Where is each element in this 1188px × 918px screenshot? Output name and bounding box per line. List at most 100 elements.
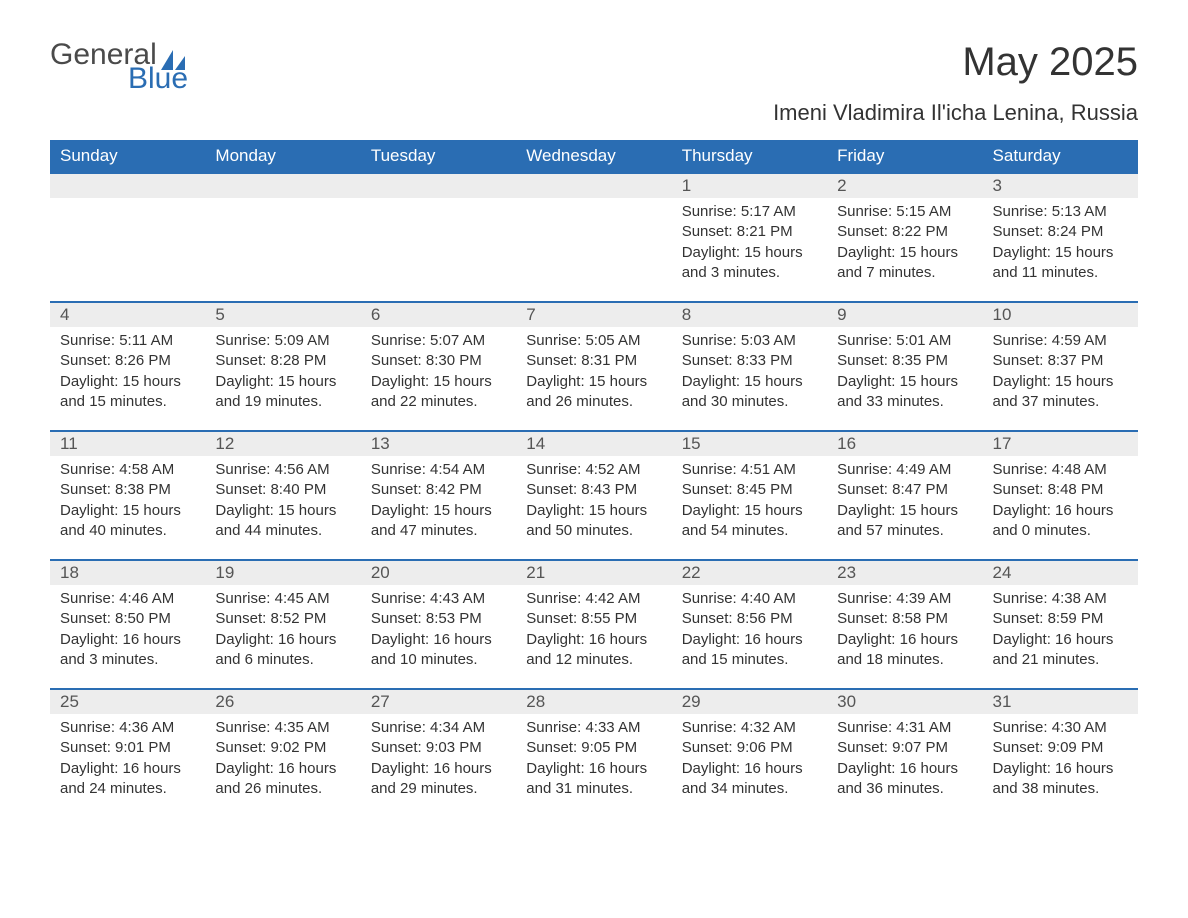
day-number: 24	[983, 561, 1138, 585]
day-details: Sunrise: 4:54 AMSunset: 8:42 PMDaylight:…	[361, 456, 516, 559]
day-details: Sunrise: 5:09 AMSunset: 8:28 PMDaylight:…	[205, 327, 360, 430]
col-saturday: Saturday	[983, 140, 1138, 173]
day-number: 30	[827, 690, 982, 714]
daylight-text: Daylight: 16 hours and 29 minutes.	[371, 759, 506, 800]
sunset-text: Sunset: 9:01 PM	[60, 738, 195, 758]
logo: General Blue	[50, 40, 188, 94]
day-details: Sunrise: 4:36 AMSunset: 9:01 PMDaylight:…	[50, 714, 205, 817]
day-number: 19	[205, 561, 360, 585]
calendar-day: 21Sunrise: 4:42 AMSunset: 8:55 PMDayligh…	[516, 560, 671, 689]
calendar-day: 18Sunrise: 4:46 AMSunset: 8:50 PMDayligh…	[50, 560, 205, 689]
sunset-text: Sunset: 9:06 PM	[682, 738, 817, 758]
sunrise-text: Sunrise: 4:32 AM	[682, 718, 817, 738]
calendar-day: 11Sunrise: 4:58 AMSunset: 8:38 PMDayligh…	[50, 431, 205, 560]
daylight-text: Daylight: 16 hours and 0 minutes.	[993, 501, 1128, 542]
sunrise-text: Sunrise: 5:01 AM	[837, 331, 972, 351]
calendar-day: 14Sunrise: 4:52 AMSunset: 8:43 PMDayligh…	[516, 431, 671, 560]
calendar-day: 9Sunrise: 5:01 AMSunset: 8:35 PMDaylight…	[827, 302, 982, 431]
sunrise-text: Sunrise: 4:58 AM	[60, 460, 195, 480]
day-details: Sunrise: 5:13 AMSunset: 8:24 PMDaylight:…	[983, 198, 1138, 301]
day-number: 2	[827, 174, 982, 198]
sunset-text: Sunset: 8:45 PM	[682, 480, 817, 500]
sunrise-text: Sunrise: 4:33 AM	[526, 718, 661, 738]
sunset-text: Sunset: 8:26 PM	[60, 351, 195, 371]
calendar-day: 12Sunrise: 4:56 AMSunset: 8:40 PMDayligh…	[205, 431, 360, 560]
daylight-text: Daylight: 16 hours and 36 minutes.	[837, 759, 972, 800]
day-details: Sunrise: 4:48 AMSunset: 8:48 PMDaylight:…	[983, 456, 1138, 559]
sunrise-text: Sunrise: 4:42 AM	[526, 589, 661, 609]
day-details: Sunrise: 5:07 AMSunset: 8:30 PMDaylight:…	[361, 327, 516, 430]
daylight-text: Daylight: 16 hours and 18 minutes.	[837, 630, 972, 671]
daylight-text: Daylight: 16 hours and 24 minutes.	[60, 759, 195, 800]
sunrise-text: Sunrise: 4:34 AM	[371, 718, 506, 738]
daylight-text: Daylight: 15 hours and 40 minutes.	[60, 501, 195, 542]
day-details: Sunrise: 4:32 AMSunset: 9:06 PMDaylight:…	[672, 714, 827, 817]
day-details: Sunrise: 5:05 AMSunset: 8:31 PMDaylight:…	[516, 327, 671, 430]
sunrise-text: Sunrise: 5:11 AM	[60, 331, 195, 351]
calendar-day: 31Sunrise: 4:30 AMSunset: 9:09 PMDayligh…	[983, 689, 1138, 817]
calendar-day: 4Sunrise: 5:11 AMSunset: 8:26 PMDaylight…	[50, 302, 205, 431]
daylight-text: Daylight: 16 hours and 10 minutes.	[371, 630, 506, 671]
day-number: 3	[983, 174, 1138, 198]
col-monday: Monday	[205, 140, 360, 173]
calendar-week: 11Sunrise: 4:58 AMSunset: 8:38 PMDayligh…	[50, 431, 1138, 560]
day-number: 14	[516, 432, 671, 456]
day-number: 9	[827, 303, 982, 327]
daylight-text: Daylight: 15 hours and 47 minutes.	[371, 501, 506, 542]
sunset-text: Sunset: 8:37 PM	[993, 351, 1128, 371]
calendar-day: 28Sunrise: 4:33 AMSunset: 9:05 PMDayligh…	[516, 689, 671, 817]
day-number: 20	[361, 561, 516, 585]
sunrise-text: Sunrise: 4:31 AM	[837, 718, 972, 738]
calendar-day: 17Sunrise: 4:48 AMSunset: 8:48 PMDayligh…	[983, 431, 1138, 560]
sunrise-text: Sunrise: 4:48 AM	[993, 460, 1128, 480]
day-details	[205, 198, 360, 298]
sunrise-text: Sunrise: 4:40 AM	[682, 589, 817, 609]
daylight-text: Daylight: 15 hours and 33 minutes.	[837, 372, 972, 413]
sunrise-text: Sunrise: 5:13 AM	[993, 202, 1128, 222]
day-details: Sunrise: 4:31 AMSunset: 9:07 PMDaylight:…	[827, 714, 982, 817]
day-details: Sunrise: 4:33 AMSunset: 9:05 PMDaylight:…	[516, 714, 671, 817]
calendar-day	[50, 173, 205, 302]
sunset-text: Sunset: 8:31 PM	[526, 351, 661, 371]
location-subtitle: Imeni Vladimira Il'icha Lenina, Russia	[50, 100, 1138, 126]
day-number: 26	[205, 690, 360, 714]
sunset-text: Sunset: 8:38 PM	[60, 480, 195, 500]
daylight-text: Daylight: 16 hours and 15 minutes.	[682, 630, 817, 671]
calendar-day: 24Sunrise: 4:38 AMSunset: 8:59 PMDayligh…	[983, 560, 1138, 689]
sunset-text: Sunset: 9:02 PM	[215, 738, 350, 758]
logo-word2: Blue	[128, 64, 188, 94]
sunset-text: Sunset: 8:48 PM	[993, 480, 1128, 500]
day-number: 6	[361, 303, 516, 327]
day-number: 7	[516, 303, 671, 327]
daylight-text: Daylight: 16 hours and 6 minutes.	[215, 630, 350, 671]
daylight-text: Daylight: 15 hours and 19 minutes.	[215, 372, 350, 413]
day-details	[361, 198, 516, 298]
day-number: 27	[361, 690, 516, 714]
col-thursday: Thursday	[672, 140, 827, 173]
sunrise-text: Sunrise: 4:54 AM	[371, 460, 506, 480]
day-number: 28	[516, 690, 671, 714]
day-details: Sunrise: 4:38 AMSunset: 8:59 PMDaylight:…	[983, 585, 1138, 688]
day-number: 15	[672, 432, 827, 456]
calendar-day: 25Sunrise: 4:36 AMSunset: 9:01 PMDayligh…	[50, 689, 205, 817]
sunset-text: Sunset: 8:50 PM	[60, 609, 195, 629]
col-tuesday: Tuesday	[361, 140, 516, 173]
day-details: Sunrise: 4:42 AMSunset: 8:55 PMDaylight:…	[516, 585, 671, 688]
day-number: 17	[983, 432, 1138, 456]
day-details: Sunrise: 4:49 AMSunset: 8:47 PMDaylight:…	[827, 456, 982, 559]
calendar-week: 18Sunrise: 4:46 AMSunset: 8:50 PMDayligh…	[50, 560, 1138, 689]
calendar-table: Sunday Monday Tuesday Wednesday Thursday…	[50, 140, 1138, 817]
sunrise-text: Sunrise: 4:36 AM	[60, 718, 195, 738]
daylight-text: Daylight: 15 hours and 26 minutes.	[526, 372, 661, 413]
daylight-text: Daylight: 15 hours and 50 minutes.	[526, 501, 661, 542]
sunrise-text: Sunrise: 5:03 AM	[682, 331, 817, 351]
calendar-day: 23Sunrise: 4:39 AMSunset: 8:58 PMDayligh…	[827, 560, 982, 689]
calendar-day	[361, 173, 516, 302]
sunrise-text: Sunrise: 5:15 AM	[837, 202, 972, 222]
day-details: Sunrise: 4:30 AMSunset: 9:09 PMDaylight:…	[983, 714, 1138, 817]
day-details: Sunrise: 5:17 AMSunset: 8:21 PMDaylight:…	[672, 198, 827, 301]
sunset-text: Sunset: 8:42 PM	[371, 480, 506, 500]
day-number: 31	[983, 690, 1138, 714]
calendar-day: 16Sunrise: 4:49 AMSunset: 8:47 PMDayligh…	[827, 431, 982, 560]
sunrise-text: Sunrise: 5:09 AM	[215, 331, 350, 351]
